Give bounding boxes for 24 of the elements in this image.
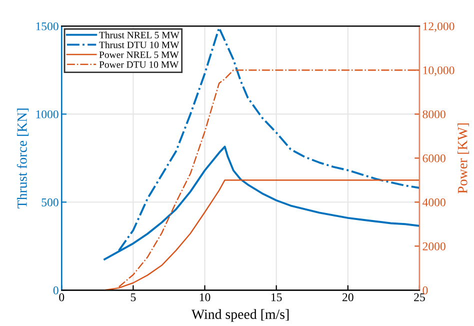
y-tick-label: 1000 [36, 110, 58, 118]
x-tick-label: 20 [342, 293, 354, 302]
legend-label: Thrust NREL 5 MW [99, 31, 180, 38]
x-tick-label: 25 [414, 293, 425, 302]
y-axis-title: Thrust force [KN] [16, 108, 29, 208]
x-tick-label: 10 [200, 293, 210, 302]
y-tick-label: 500 [42, 198, 58, 206]
y2-tick-label: 4000 [422, 198, 446, 206]
y2-tick-label: 0 [422, 286, 428, 294]
legend-label: Power NREL 5 MW [99, 52, 179, 58]
y2-tick-label: 8000 [422, 110, 446, 118]
x-tick-label: 5 [130, 293, 136, 302]
y2-axis-title: Power [KW] [458, 123, 470, 194]
y2-tick-label: 12,000 [423, 22, 454, 32]
legend-label: Power DTU 10 MW [99, 61, 179, 68]
legend-label: Thrust DTU 10 MW [99, 41, 180, 48]
x-tick-label: 15 [271, 293, 282, 302]
y-tick-label: 1500 [36, 22, 58, 30]
x-tick-label: 0 [59, 293, 64, 302]
y-tick-label: 0 [53, 286, 58, 294]
x-axis-title: Wind speed [m/s] [191, 309, 289, 322]
y2-tick-label: 2000 [422, 242, 446, 250]
y2-tick-label: 6000 [422, 154, 446, 162]
y2-tick-label: 10,000 [423, 66, 454, 76]
